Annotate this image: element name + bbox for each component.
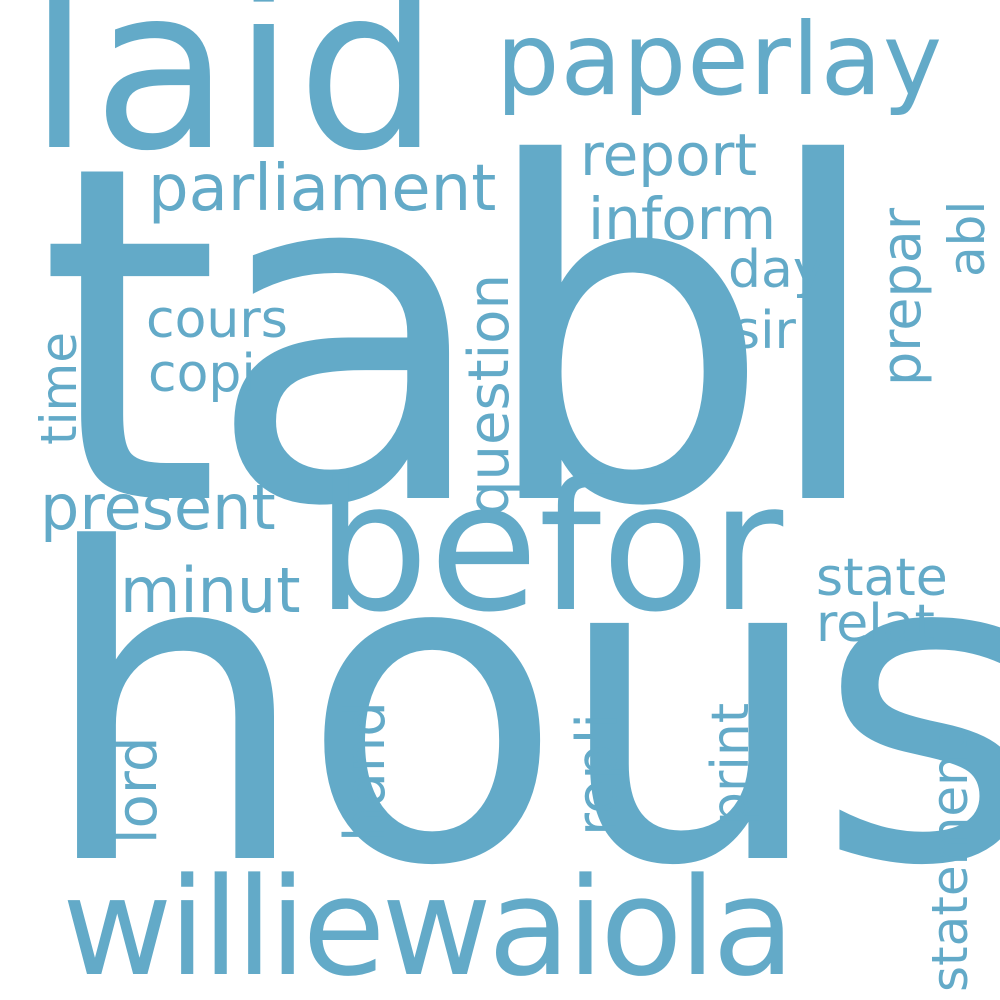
word-day: day bbox=[728, 240, 824, 300]
word-parliament: parliament bbox=[148, 152, 497, 226]
word-copi: copi bbox=[148, 344, 256, 404]
word-prepar: prepar bbox=[870, 207, 933, 386]
word-time: time bbox=[30, 332, 88, 445]
word-repli: repli bbox=[565, 713, 630, 836]
word-statement: statement bbox=[921, 734, 979, 992]
word-tabl: tabl bbox=[38, 66, 888, 608]
word-state: state bbox=[816, 548, 948, 608]
word-hand: hand bbox=[333, 701, 398, 842]
word-report: report bbox=[580, 121, 758, 189]
word-minut: minut bbox=[120, 554, 301, 627]
word-sir: sir bbox=[733, 301, 796, 361]
word-williewaiola: williewaiola bbox=[62, 849, 795, 1000]
word-inform: inform bbox=[588, 185, 777, 253]
word-abl: abl bbox=[938, 200, 996, 277]
word-present: present bbox=[40, 471, 276, 544]
word-lord: lord bbox=[105, 736, 170, 844]
word-relat: relat bbox=[816, 594, 935, 654]
word-print: print bbox=[701, 702, 761, 825]
word-paperlay: paperlay bbox=[496, 1, 944, 118]
word-question: question bbox=[457, 274, 522, 516]
word-cours: cours bbox=[146, 290, 288, 350]
word-hous: hous bbox=[38, 460, 1000, 960]
word-laid: laid bbox=[28, 0, 442, 201]
word-befor: befor bbox=[316, 444, 784, 651]
